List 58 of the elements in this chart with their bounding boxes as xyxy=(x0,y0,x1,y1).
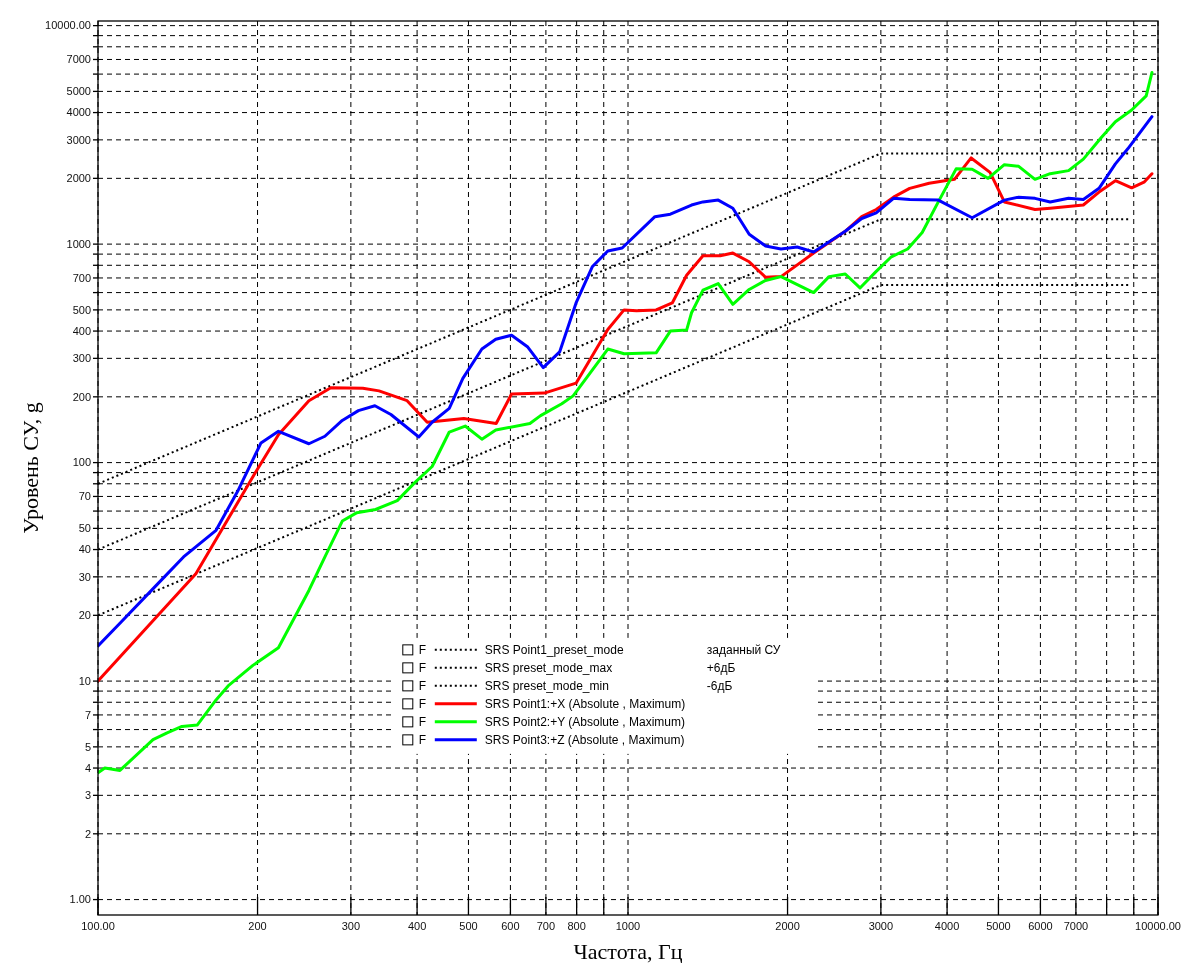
y-tick-label: 700 xyxy=(72,271,91,284)
y-tick-label: 20 xyxy=(78,609,91,622)
y-tick-label: 1000 xyxy=(66,237,91,250)
y-tick-label: 10000.00 xyxy=(45,19,91,32)
annotation: F xyxy=(418,643,427,658)
y-tick-label: 400 xyxy=(72,324,91,337)
y-tick-label: 5 xyxy=(84,740,91,753)
annotation: +6дБ xyxy=(706,661,736,676)
legend-label: SRS Point1:+X (Absolute , Maximum) xyxy=(484,697,686,712)
x-tick-label: 400 xyxy=(407,920,427,932)
x-tick-label: 5000 xyxy=(986,920,1011,932)
y-tick-label: 2000 xyxy=(66,172,91,185)
legend-label: SRS Point2:+Y (Absolute , Maximum) xyxy=(484,715,685,730)
x-tick-label: 700 xyxy=(536,920,556,932)
legend-label: SRS preset_mode_max xyxy=(484,661,613,676)
annotation: F xyxy=(418,679,427,694)
y-tick-label: 1.00 xyxy=(69,893,91,906)
legend-label: SRS Point1_preset_mode xyxy=(484,643,624,658)
legend-label: SRS preset_mode_min xyxy=(484,679,609,694)
y-tick-label: 500 xyxy=(72,303,91,316)
x-tick-label: 3000 xyxy=(868,920,894,932)
annotation: F xyxy=(418,733,427,748)
y-tick-label: 4000 xyxy=(66,106,91,119)
x-tick-label: 4000 xyxy=(934,920,960,932)
x-tick-label: 2000 xyxy=(775,920,800,932)
y-tick-label: 7 xyxy=(84,708,91,721)
x-tick-label: 600 xyxy=(501,920,520,932)
x-tick-label: 6000 xyxy=(1028,920,1053,932)
x-axis-title: Частота, Гц xyxy=(573,939,683,964)
x-tick-label: 500 xyxy=(459,920,478,932)
x-tick-label: 300 xyxy=(341,920,361,932)
y-tick-label: 2 xyxy=(84,827,91,840)
y-tick-label: 10 xyxy=(78,674,91,687)
legend-label: SRS Point3:+Z (Absolute , Maximum) xyxy=(484,733,685,748)
x-tick-label: 800 xyxy=(567,920,586,932)
y-tick-label: 3000 xyxy=(66,133,91,146)
y-tick-label: 3 xyxy=(84,789,91,802)
x-tick-label: 7000 xyxy=(1063,920,1089,932)
y-tick-label: 4 xyxy=(84,761,91,774)
x-tick-label: 10000.00 xyxy=(1135,920,1181,932)
y-tick-label: 300 xyxy=(72,352,91,365)
y-tick-label: 50 xyxy=(78,522,91,535)
y-tick-label: 30 xyxy=(78,570,91,583)
y-tick-label: 200 xyxy=(72,390,91,403)
x-tick-label: 1000 xyxy=(615,920,641,932)
y-tick-label: 5000 xyxy=(66,85,91,98)
annotation: F xyxy=(418,661,427,676)
annotation: F xyxy=(418,697,427,712)
y-tick-label: 100 xyxy=(72,456,91,469)
y-tick-label: 40 xyxy=(78,543,91,556)
x-tick-label: 200 xyxy=(248,920,267,932)
x-tick-label: 100.00 xyxy=(81,920,115,932)
annotation: -6дБ xyxy=(706,679,733,694)
y-tick-label: 7000 xyxy=(66,53,91,66)
annotation: F xyxy=(418,715,427,730)
y-axis-title: Уровень СУ, g xyxy=(18,402,43,534)
y-tick-label: 70 xyxy=(78,490,91,503)
annotation: заданный СУ xyxy=(706,643,781,658)
